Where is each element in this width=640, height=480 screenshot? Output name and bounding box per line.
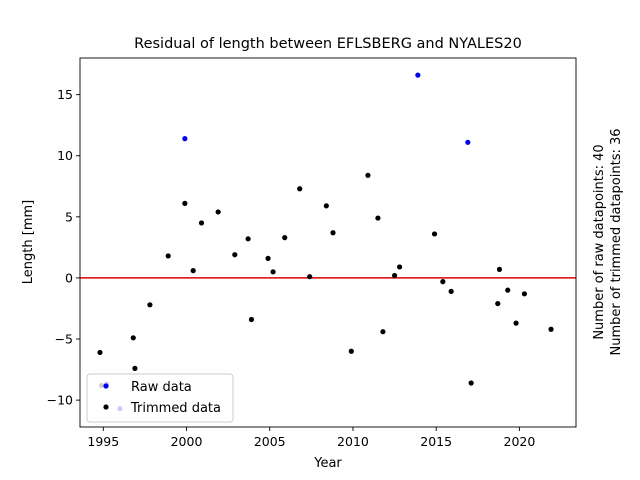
- data-point-trimmed: [282, 235, 288, 241]
- data-point-trimmed: [448, 288, 454, 294]
- data-point-trimmed: [380, 329, 386, 335]
- side-text-trimmed-count: Number of trimmed datapoints: 36: [609, 128, 624, 355]
- data-point-trimmed: [505, 287, 511, 293]
- legend-box: [86, 373, 234, 423]
- y-tick-label: −10: [47, 393, 73, 408]
- data-point-trimmed: [270, 269, 276, 275]
- data-point-raw: [415, 72, 421, 78]
- legend-label-raw: Raw data: [131, 380, 192, 395]
- y-tick-label: 0: [65, 270, 73, 285]
- x-tick-label: 2010: [337, 434, 369, 449]
- data-point-trimmed: [147, 302, 153, 308]
- y-axis-label: Length [mm]: [21, 200, 36, 284]
- data-point-raw: [465, 139, 471, 145]
- data-point-trimmed: [190, 268, 196, 274]
- data-point-trimmed: [521, 291, 528, 297]
- data-point-trimmed: [245, 236, 251, 242]
- data-point-trimmed: [265, 255, 271, 261]
- data-point-trimmed: [248, 316, 255, 323]
- data-point-trimmed: [97, 349, 103, 356]
- legend: Raw data Trimmed data: [86, 373, 234, 423]
- data-point-trimmed: [130, 335, 136, 341]
- data-point-trimmed: [513, 320, 519, 326]
- legend-marker-raw: [103, 383, 109, 389]
- x-tick-label: 2005: [254, 434, 286, 449]
- axis-ticks: 1995 2000 2005 2010 2015 2020 −10 −5 0 5 10 15: [47, 87, 536, 449]
- data-point-trimmed: [297, 186, 303, 192]
- y-tick-label: 5: [65, 209, 73, 224]
- side-text-raw-count: Number of raw datapoints: 40: [592, 144, 607, 339]
- data-point-trimmed: [440, 278, 446, 285]
- x-axis-label: Year: [313, 456, 342, 471]
- data-point-trimmed: [182, 200, 188, 207]
- y-tick-label: −5: [55, 332, 73, 347]
- data-point-trimmed: [307, 274, 313, 280]
- data-point-trimmed: [330, 230, 336, 236]
- data-point-trimmed: [496, 266, 503, 272]
- data-point-trimmed: [198, 220, 205, 226]
- legend-marker-trimmed: [103, 404, 109, 410]
- data-point-trimmed: [396, 264, 403, 270]
- legend-label-trimmed: Trimmed data: [130, 401, 221, 416]
- data-point-raw: [182, 136, 188, 142]
- data-point-trimmed: [468, 380, 474, 386]
- axes-frame: [79, 57, 577, 428]
- data-point-trimmed: [348, 348, 354, 354]
- data-point-trimmed: [165, 253, 171, 259]
- x-tick-label: 1995: [87, 434, 119, 449]
- x-tick-label: 2020: [504, 434, 536, 449]
- plot-area: [79, 57, 577, 428]
- y-tick-label: 15: [57, 87, 73, 102]
- y-tick-label: 10: [57, 148, 73, 163]
- data-point-trimmed: [375, 215, 381, 221]
- x-tick-label: 2000: [171, 434, 203, 449]
- data-point-trimmed: [132, 365, 138, 371]
- data-point-trimmed: [215, 209, 221, 215]
- data-point-trimmed: [431, 231, 438, 237]
- chart-title: Residual of length between EFLSBERG and …: [134, 36, 522, 52]
- data-point-trimmed: [548, 326, 554, 332]
- data-point-trimmed: [365, 172, 371, 178]
- data-point-trimmed: [391, 272, 398, 279]
- data-point-trimmed: [232, 252, 238, 258]
- data-point-trimmed: [495, 300, 501, 307]
- x-tick-label: 2015: [420, 434, 452, 449]
- data-point-trimmed: [323, 203, 329, 209]
